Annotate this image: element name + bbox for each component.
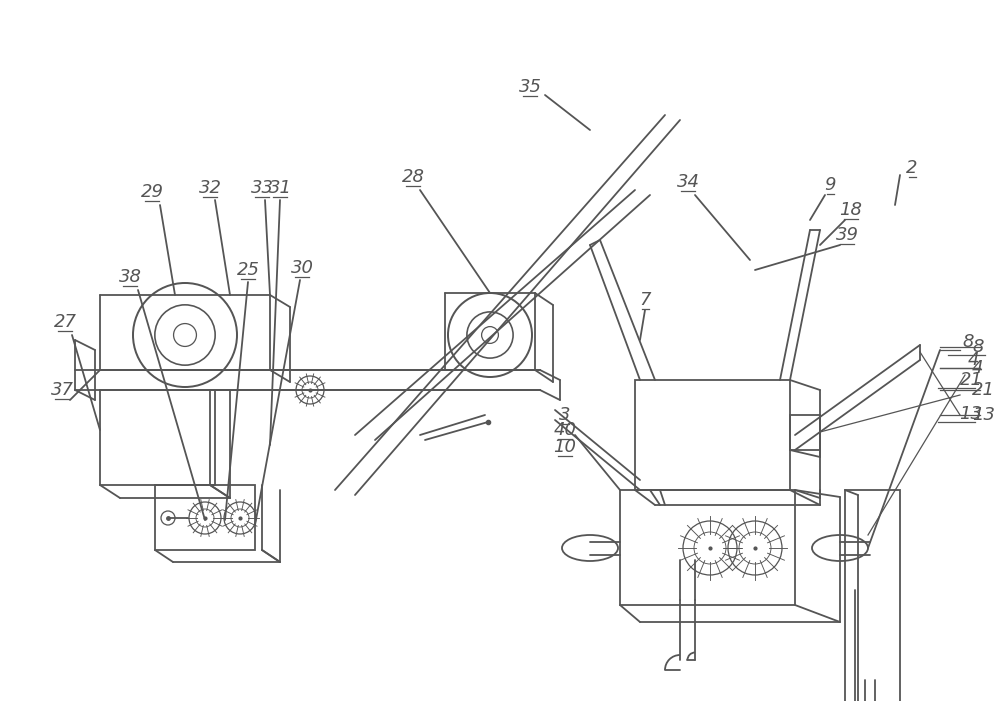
Bar — [845, 490, 900, 701]
Text: 31: 31 — [268, 179, 292, 197]
Text: 29: 29 — [140, 183, 164, 201]
Bar — [100, 390, 215, 485]
Bar — [635, 380, 790, 490]
Text: 9: 9 — [824, 176, 836, 194]
Text: 3: 3 — [559, 406, 571, 424]
Text: 27: 27 — [54, 313, 76, 331]
Text: 40: 40 — [554, 421, 576, 439]
Text: 37: 37 — [50, 381, 74, 399]
Text: 35: 35 — [518, 78, 542, 96]
Text: 30: 30 — [290, 259, 314, 277]
Text: 25: 25 — [237, 261, 260, 279]
Text: 39: 39 — [836, 226, 858, 244]
Text: 18: 18 — [840, 201, 862, 219]
Text: 4: 4 — [972, 359, 984, 377]
Text: 32: 32 — [198, 179, 222, 197]
Text: 2: 2 — [906, 159, 918, 177]
Text: 7: 7 — [639, 291, 651, 309]
Bar — [790, 415, 820, 450]
Text: 4: 4 — [967, 351, 979, 369]
Text: 13: 13 — [960, 405, 982, 423]
Text: 21: 21 — [972, 381, 995, 399]
Text: 33: 33 — [250, 179, 274, 197]
Text: 21: 21 — [960, 371, 982, 389]
Text: 34: 34 — [676, 173, 700, 191]
Text: 10: 10 — [554, 438, 576, 456]
Text: 38: 38 — [119, 268, 142, 286]
Bar — [155, 485, 255, 550]
Text: 8: 8 — [962, 333, 974, 351]
Text: 8: 8 — [972, 338, 984, 356]
Bar — [620, 490, 795, 605]
Text: 28: 28 — [402, 168, 424, 186]
Text: 13: 13 — [972, 406, 995, 424]
